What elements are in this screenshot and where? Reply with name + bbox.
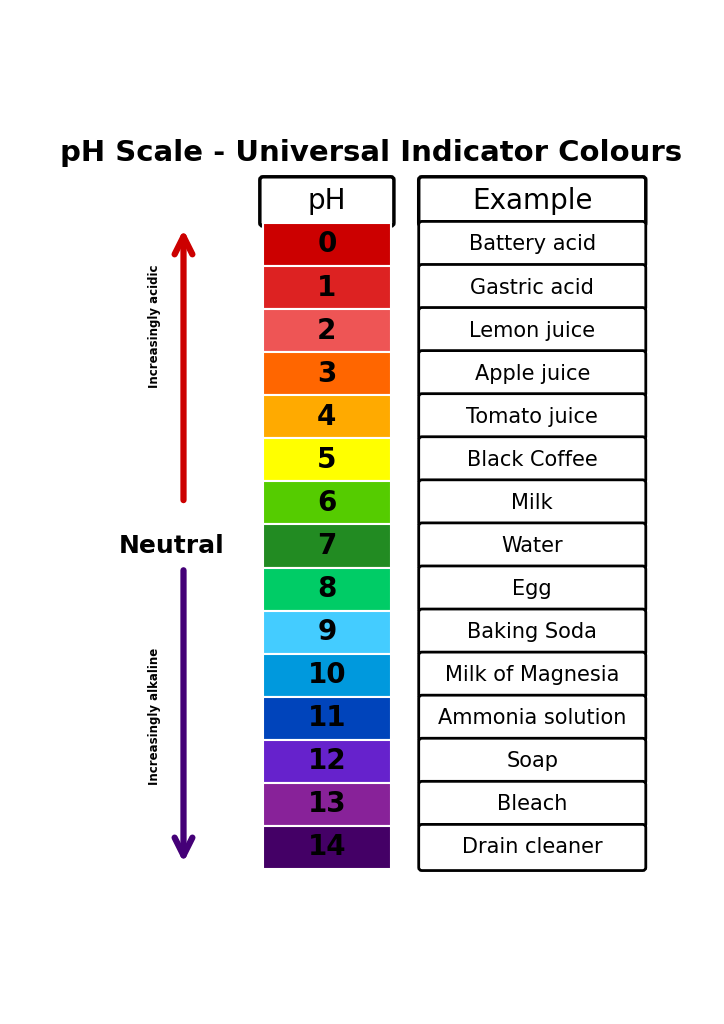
Text: 8: 8 xyxy=(317,575,337,603)
Bar xyxy=(263,266,391,309)
Bar xyxy=(263,567,391,610)
FancyBboxPatch shape xyxy=(260,177,394,226)
FancyBboxPatch shape xyxy=(418,695,646,741)
Text: Baking Soda: Baking Soda xyxy=(467,623,597,642)
FancyBboxPatch shape xyxy=(418,652,646,698)
Bar xyxy=(263,223,391,266)
Text: Milk of Magnesia: Milk of Magnesia xyxy=(445,666,620,685)
Text: Gastric acid: Gastric acid xyxy=(471,278,594,298)
Text: pH: pH xyxy=(308,187,346,215)
Bar xyxy=(263,653,391,696)
Text: 5: 5 xyxy=(317,445,337,474)
Text: Apple juice: Apple juice xyxy=(474,364,590,384)
FancyBboxPatch shape xyxy=(418,566,646,612)
Text: 11: 11 xyxy=(308,705,346,732)
Text: 0: 0 xyxy=(317,230,337,258)
Text: Increasingly acidic: Increasingly acidic xyxy=(148,264,161,388)
Bar xyxy=(263,696,391,739)
FancyBboxPatch shape xyxy=(418,264,646,310)
Text: pH Scale - Universal Indicator Colours: pH Scale - Universal Indicator Colours xyxy=(60,139,682,167)
FancyBboxPatch shape xyxy=(418,177,646,226)
Text: 10: 10 xyxy=(308,662,346,689)
Text: Milk: Milk xyxy=(511,493,553,513)
Text: Tomato juice: Tomato juice xyxy=(466,407,598,427)
Bar xyxy=(263,739,391,783)
Text: 12: 12 xyxy=(308,748,346,775)
Bar xyxy=(263,309,391,352)
FancyBboxPatch shape xyxy=(418,307,646,353)
Text: 4: 4 xyxy=(317,402,337,431)
Text: Lemon juice: Lemon juice xyxy=(469,321,595,341)
Text: Water: Water xyxy=(502,536,563,556)
Text: 13: 13 xyxy=(308,791,346,818)
FancyBboxPatch shape xyxy=(418,221,646,267)
Text: Black Coffee: Black Coffee xyxy=(467,450,597,470)
Text: Ammonia solution: Ammonia solution xyxy=(438,709,626,728)
Text: Neutral: Neutral xyxy=(119,534,224,558)
FancyBboxPatch shape xyxy=(418,824,646,870)
Bar xyxy=(263,610,391,653)
FancyBboxPatch shape xyxy=(418,393,646,440)
Text: 2: 2 xyxy=(317,316,337,345)
Text: Battery acid: Battery acid xyxy=(468,234,596,255)
Bar xyxy=(263,352,391,395)
FancyBboxPatch shape xyxy=(418,480,646,526)
Bar xyxy=(263,524,391,567)
Bar xyxy=(263,826,391,869)
Bar xyxy=(263,481,391,524)
Text: Egg: Egg xyxy=(513,579,552,599)
Text: Soap: Soap xyxy=(506,752,558,771)
Text: 1: 1 xyxy=(317,273,337,301)
Text: Example: Example xyxy=(472,187,592,215)
Text: 9: 9 xyxy=(317,618,337,646)
FancyBboxPatch shape xyxy=(418,609,646,655)
FancyBboxPatch shape xyxy=(418,738,646,784)
Text: 14: 14 xyxy=(308,834,346,861)
Bar xyxy=(263,783,391,826)
Text: Drain cleaner: Drain cleaner xyxy=(462,838,602,857)
Text: 3: 3 xyxy=(317,359,337,388)
FancyBboxPatch shape xyxy=(418,437,646,483)
Text: Increasingly alkaline: Increasingly alkaline xyxy=(148,648,161,785)
FancyBboxPatch shape xyxy=(418,523,646,569)
FancyBboxPatch shape xyxy=(418,350,646,396)
Bar xyxy=(263,438,391,481)
Text: 7: 7 xyxy=(317,532,337,560)
Text: 6: 6 xyxy=(317,488,337,517)
Bar xyxy=(263,395,391,438)
Text: Bleach: Bleach xyxy=(497,795,568,814)
FancyBboxPatch shape xyxy=(418,781,646,827)
